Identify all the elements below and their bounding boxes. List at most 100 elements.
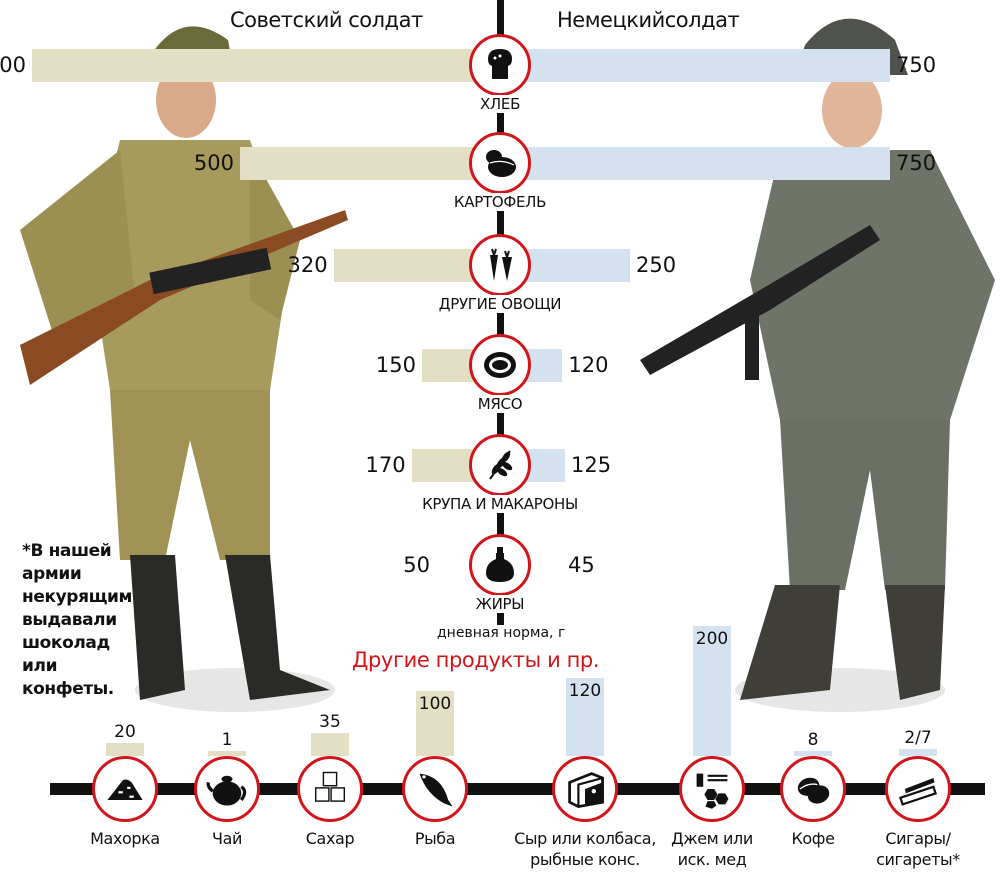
product-label: Кофе xyxy=(791,828,834,849)
product-icon-circle xyxy=(679,756,745,822)
product-value: 1 xyxy=(221,730,233,750)
product-label: Чай xyxy=(212,828,242,849)
german-value: 125 xyxy=(571,453,612,477)
product-icon-circle xyxy=(780,756,846,822)
category-label: КАРТОФЕЛЬ xyxy=(451,193,549,211)
product-icon-circle xyxy=(885,756,951,822)
product-label-line: Кофе xyxy=(791,829,835,848)
product-bar xyxy=(899,749,937,756)
product-bar xyxy=(693,626,731,756)
unit-label: дневная норма, г xyxy=(437,625,566,641)
sugar-cubes-icon xyxy=(314,771,346,802)
product-label-line: Сыр или колбаса, xyxy=(514,829,656,848)
german-bar xyxy=(500,48,890,82)
product-bar xyxy=(566,678,604,756)
soviet-bar xyxy=(240,146,500,180)
category-icon-circle xyxy=(469,434,531,496)
product-label: Сыр или колбаса, рыбные конс. xyxy=(514,828,656,870)
category-label: ХЛЕБ xyxy=(477,95,523,113)
product-value: 120 xyxy=(568,681,602,701)
footnote-line: или xyxy=(22,656,58,676)
coffee-bean-icon xyxy=(797,777,830,804)
footnote-line: шоколад xyxy=(22,633,110,653)
soviet-value: 50 xyxy=(403,553,430,577)
product-bar xyxy=(794,750,832,756)
category-label: КРУПА И МАКАРОНЫ xyxy=(420,495,580,513)
footnote-line: армии xyxy=(22,564,82,584)
product-label-line: рыбные конс. xyxy=(530,850,640,869)
product-label-line: Рыба xyxy=(414,829,456,848)
other-products-title: Другие продукты и пр. xyxy=(352,648,600,672)
product-icon-circle xyxy=(297,756,363,822)
potato-icon xyxy=(486,150,516,177)
product-label-line: Джем или xyxy=(671,829,753,848)
category-label: ЖИРЫ xyxy=(473,595,527,613)
category-icon-circle xyxy=(469,132,531,194)
german-value: 250 xyxy=(636,253,677,277)
category-icon-circle xyxy=(469,34,531,96)
soviet-header: Советский солдат xyxy=(230,8,423,32)
german-header: Немецкийсолдат xyxy=(557,8,740,32)
soviet-bar xyxy=(32,48,500,82)
soviet-value: 150 xyxy=(375,353,416,377)
product-value: 2/7 xyxy=(904,728,932,748)
soviet-soldier-illustration xyxy=(20,26,348,712)
oil-bottle-icon xyxy=(486,547,514,582)
footnote-line: некурящим xyxy=(22,587,132,607)
product-bar xyxy=(311,733,349,756)
soviet-value: 320 xyxy=(287,253,328,277)
product-label: Джем или иск. мед xyxy=(671,828,753,870)
product-label: Сигары/сигареты* xyxy=(876,828,960,870)
bottom-axis-line xyxy=(50,783,985,795)
product-bar xyxy=(208,751,246,756)
product-icon-circle xyxy=(552,756,618,822)
product-label-line: Махорка xyxy=(90,829,160,848)
tobacco-icon xyxy=(107,779,143,800)
product-value: 35 xyxy=(319,712,341,733)
category-label: МЯСО xyxy=(475,395,525,413)
product-label-line: сигареты* xyxy=(876,850,960,869)
product-label: Махорка xyxy=(90,828,160,849)
product-label: Рыба xyxy=(414,828,456,849)
vegetables-icon xyxy=(490,248,512,281)
german-value: 750 xyxy=(896,151,937,175)
footnote: *В нашей армии некурящим выдавали шокола… xyxy=(22,540,132,701)
footnote-line: конфеты. xyxy=(22,679,114,699)
product-value: 20 xyxy=(114,722,136,742)
product-label: Сахар xyxy=(305,828,355,849)
bread-icon xyxy=(488,49,512,79)
teapot-icon xyxy=(206,775,247,806)
footnote-line: выдавали xyxy=(22,610,117,630)
category-icon-circle xyxy=(469,534,531,596)
cheese-icon xyxy=(568,772,604,809)
fish-icon xyxy=(419,773,453,807)
product-label-line: Сигары/ xyxy=(885,829,951,848)
product-bar xyxy=(416,691,454,756)
grain-icon xyxy=(489,450,513,480)
category-icon-circle xyxy=(469,334,531,396)
cigarette-icon xyxy=(899,778,937,806)
german-value: 45 xyxy=(568,553,595,577)
soviet-value: 900 xyxy=(0,53,26,77)
german-bar xyxy=(500,146,890,180)
product-value: 100 xyxy=(418,694,452,714)
meat-icon xyxy=(484,352,516,378)
product-value: 8 xyxy=(807,729,819,750)
soviet-value: 500 xyxy=(193,151,234,175)
product-value: 200 xyxy=(695,629,729,649)
soviet-value: 170 xyxy=(365,453,406,477)
german-value: 120 xyxy=(568,353,609,377)
category-label: ДРУГИЕ ОВОЩИ xyxy=(436,295,564,313)
jam-honey-icon xyxy=(696,773,729,809)
product-label-line: Сахар xyxy=(305,829,355,848)
product-label-line: иск. мед xyxy=(677,850,747,869)
product-label-line: Чай xyxy=(212,829,242,848)
product-icon-circle xyxy=(92,756,158,822)
product-icon-circle xyxy=(194,756,260,822)
footnote-line: *В нашей xyxy=(22,541,112,561)
german-value: 750 xyxy=(896,53,937,77)
german-soldier-illustration xyxy=(640,18,995,712)
product-bar xyxy=(106,743,144,756)
category-icon-circle xyxy=(469,234,531,296)
product-icon-circle xyxy=(402,756,468,822)
